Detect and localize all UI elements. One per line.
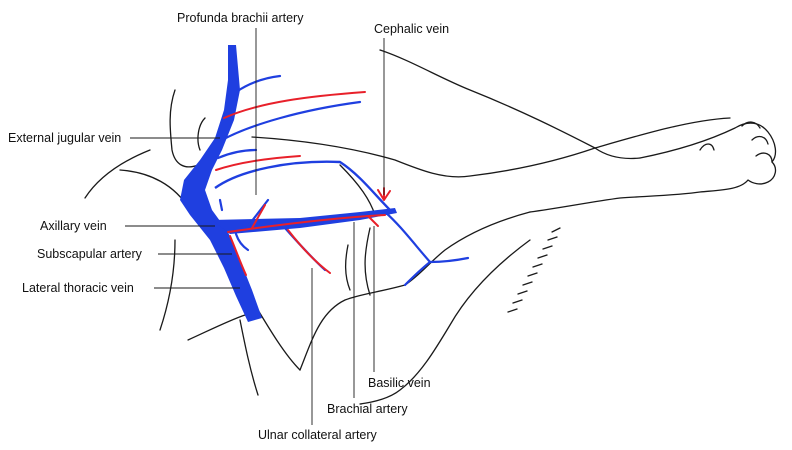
fur-hatching [507,227,561,313]
cephalic-vein-shape [214,160,391,211]
upper-limb-top-outline [251,117,731,178]
basilic-vein-shape [383,210,470,264]
elbow-outline [299,284,406,371]
label-lateral-thoracic-vein: Lateral thoracic vein [22,281,134,295]
label-ulnar-collateral-artery: Ulnar collateral artery [258,428,378,442]
vein-branch-top-2 [220,100,362,142]
triceps-outline [344,244,351,291]
leader-lines [125,28,385,425]
profunda-brachii-artery-shape [251,204,266,229]
label-axillary-vein: Axillary vein [40,219,107,233]
artery-branch-top-1 [223,91,366,119]
label-subscapular-artery: Subscapular artery [37,247,143,261]
ulnar-collateral-artery-shape [287,229,331,274]
jaw-outline [169,89,199,168]
label-cephalic-vein: Cephalic vein [374,22,449,36]
vein-branch-top-1 [234,74,282,94]
ventral-limb-outline [359,239,531,405]
paw-claw-2 [751,135,769,145]
paw-pad [699,143,715,151]
vein-branch-subscapular [234,232,250,252]
neck-outline-left [84,149,151,199]
artery-branch-top-2 [215,155,301,171]
thorax-outline-left [159,239,176,331]
forearm-top-outline [594,147,641,160]
paw-outline [529,122,777,213]
veins [180,45,470,322]
trunk-lower-outline-2 [239,319,259,396]
jaw-inner-outline [197,117,206,151]
label-basilic-vein: Basilic vein [368,376,431,390]
body-outline [84,49,777,405]
labels: Profunda brachii artery Cephalic vein Ex… [8,11,449,442]
forearm-bottom-outline [404,211,531,286]
thin-inner-line [364,227,371,296]
label-profunda-brachii-artery: Profunda brachii artery [177,11,304,25]
paw-claw-1 [741,121,761,129]
subscapular-artery-shape [229,235,247,276]
basilic-vein-branch [403,260,432,287]
external-jugular-vein-shape [180,45,262,322]
thorax-outline-inner [187,314,246,341]
dorsal-outline [379,49,596,149]
brachial-artery-extension [367,215,379,227]
arteries [215,91,391,276]
label-brachial-artery: Brachial artery [327,402,408,416]
vein-branch-small [218,198,224,212]
chest-outline-left [119,169,191,211]
paw-claw-3 [755,152,773,163]
vein-branch-top-3 [216,148,258,160]
label-external-jugular-vein: External jugular vein [8,131,121,145]
brachial-artery-shape [227,214,386,233]
trunk-lower-outline [254,304,301,371]
